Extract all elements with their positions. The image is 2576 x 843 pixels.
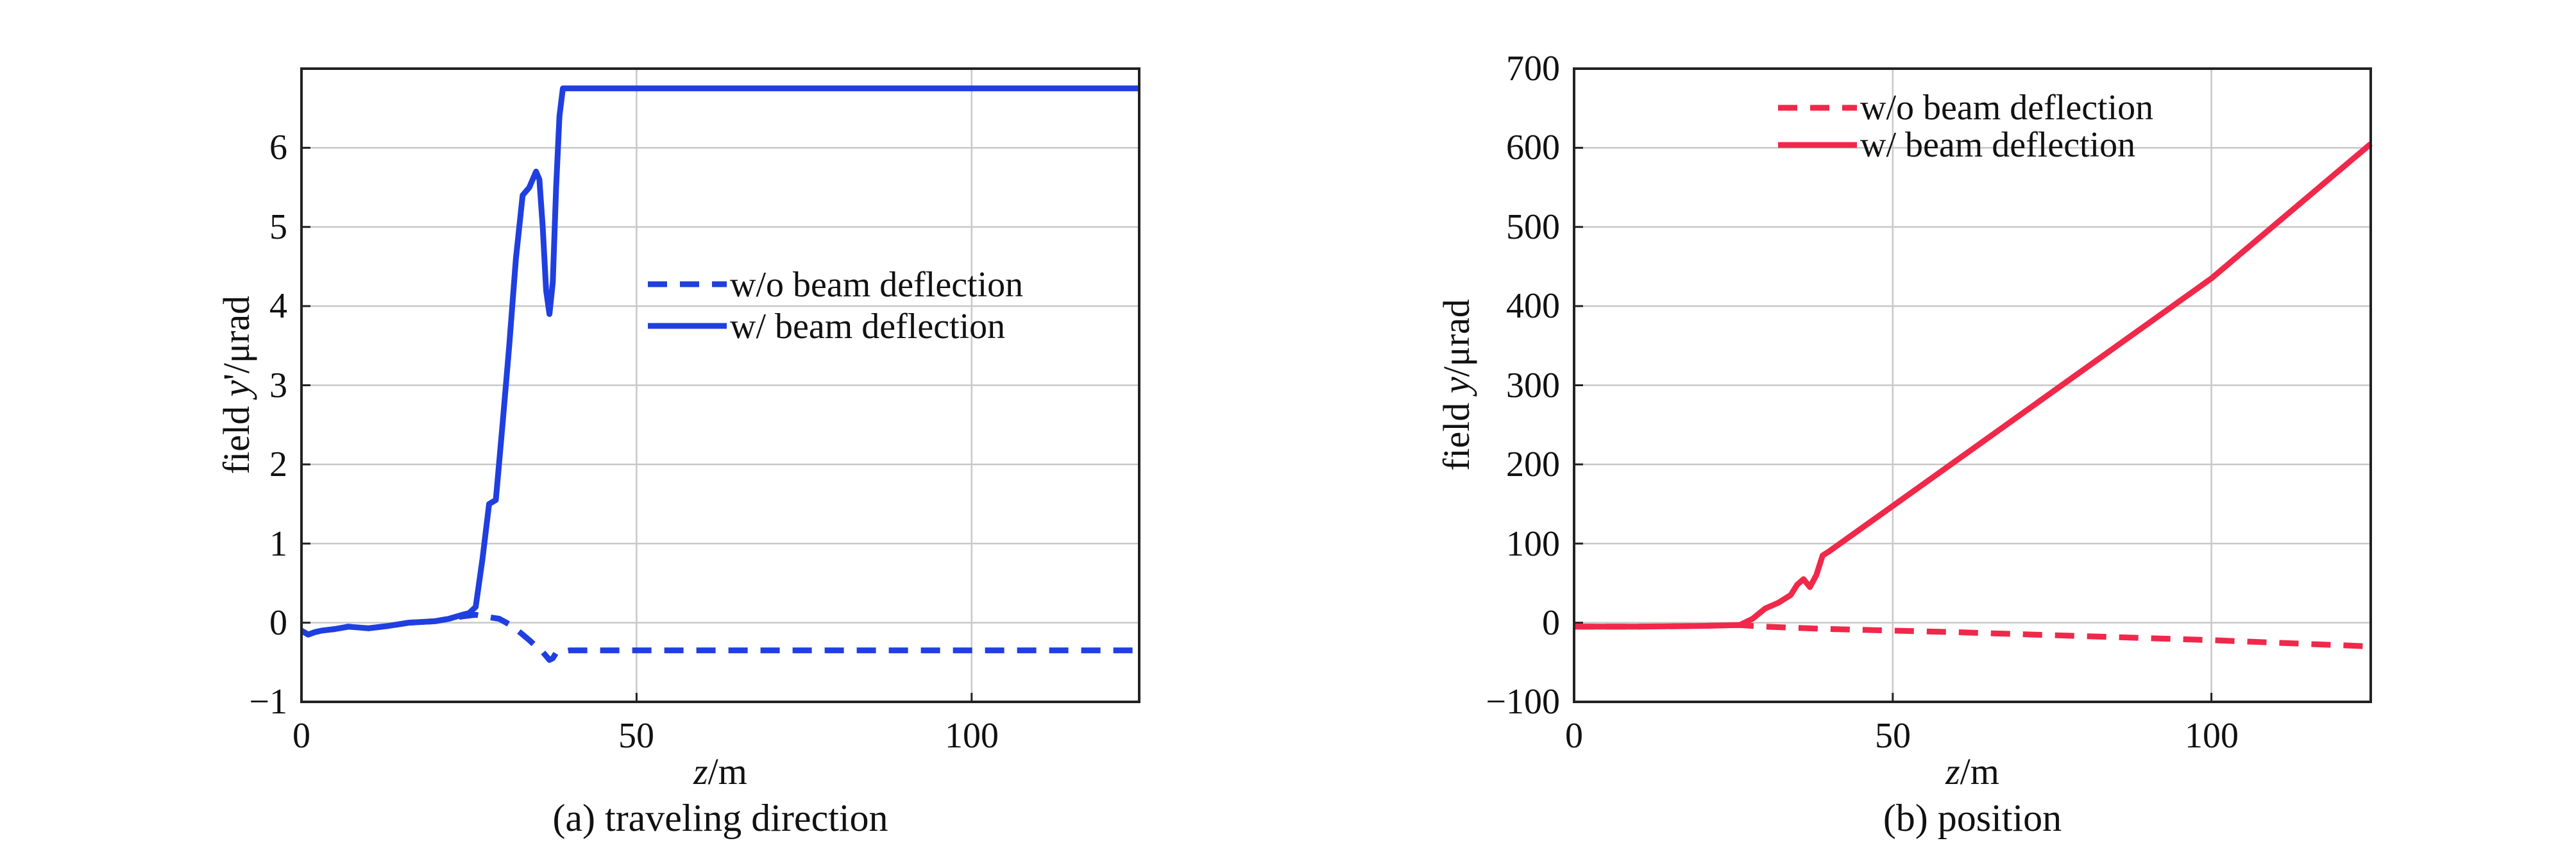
panel-a-y-tick-label-2: 2 [269, 445, 287, 484]
panel-b-x-tick-label-100: 100 [2185, 716, 2239, 756]
panel-a-caption: (a) traveling direction [552, 797, 888, 839]
panel-b: 0 50 100 −100 0 100 200 300 400 500 600 … [1436, 49, 2373, 839]
panel-a-y-tick-label-0: 0 [269, 603, 287, 643]
panel-a-x-axis-label: z/m [693, 751, 747, 792]
panel-b-y-tick-label-0: 0 [1542, 603, 1560, 643]
panel-a-ticks [300, 146, 973, 703]
panel-a-y-axis-label: field y'/μrad [216, 296, 257, 474]
panel-a-series-group [300, 85, 1139, 663]
panel-a-x-tick-label-0: 0 [292, 716, 310, 756]
panel-a-y-tick-labels: −1 0 1 2 3 4 5 6 [249, 128, 287, 722]
panel-b-y-tick-label-300: 300 [1506, 366, 1560, 405]
panel-b-y-tick-label-500: 500 [1506, 207, 1560, 247]
panel-a-y-tick-label-1: 1 [269, 524, 287, 564]
panel-b-ticks [1573, 67, 2213, 703]
panel-b-y-tick-label-m100: −100 [1486, 682, 1560, 722]
panel-b-y-tick-labels: −100 0 100 200 300 400 500 600 700 [1486, 49, 1560, 722]
panel-b-series-group [1574, 141, 2373, 650]
panel-a-y-tick-label-3: 3 [269, 366, 287, 405]
panel-b-legend-label-solid: w/ beam deflection [1860, 125, 2135, 165]
panel-a-y-tick-label-4: 4 [269, 286, 287, 326]
panel-a: 0 50 100 −1 0 1 2 3 4 5 6 z/m field y'/μ… [216, 67, 1140, 839]
panel-a-x-tick-label-100: 100 [945, 716, 999, 756]
panel-b-y-axis-label: field y/μrad [1436, 299, 1477, 471]
panel-a-y-tick-label-6: 6 [269, 128, 287, 167]
panel-a-x-tick-labels: 0 50 100 [292, 716, 999, 756]
panel-b-y-tick-label-700: 700 [1506, 49, 1560, 89]
panel-b-series-with-deflection-line [1574, 141, 2373, 630]
panel-a-legend: w/o beam deflection w/ beam deflection [648, 265, 1023, 346]
panel-a-y-tick-label-m1: −1 [249, 682, 287, 722]
panel-b-legend-label-dashed: w/o beam deflection [1860, 88, 2153, 128]
panel-b-x-axis-label: z/m [1945, 751, 1999, 792]
panel-b-y-tick-label-100: 100 [1506, 524, 1560, 564]
panel-b-y-tick-label-400: 400 [1506, 286, 1560, 326]
panel-b-y-tick-label-600: 600 [1506, 128, 1560, 167]
panel-a-x-tick-label-50: 50 [618, 716, 654, 756]
panel-b-legend: w/o beam deflection w/ beam deflection [1778, 88, 2153, 165]
panel-b-x-tick-label-50: 50 [1875, 716, 1911, 756]
panel-a-grid [300, 69, 1139, 703]
panel-a-series-with-deflection-line [300, 85, 1139, 638]
panel-b-y-tick-label-200: 200 [1506, 445, 1560, 484]
panel-a-legend-label-solid: w/ beam deflection [730, 307, 1005, 346]
panel-b-x-tick-label-0: 0 [1565, 716, 1583, 756]
panel-b-x-tick-labels: 0 50 100 [1565, 716, 2239, 756]
panel-a-legend-label-dashed: w/o beam deflection [730, 265, 1023, 305]
panel-b-caption: (b) position [1883, 797, 2062, 839]
panel-a-y-tick-label-5: 5 [269, 207, 287, 247]
